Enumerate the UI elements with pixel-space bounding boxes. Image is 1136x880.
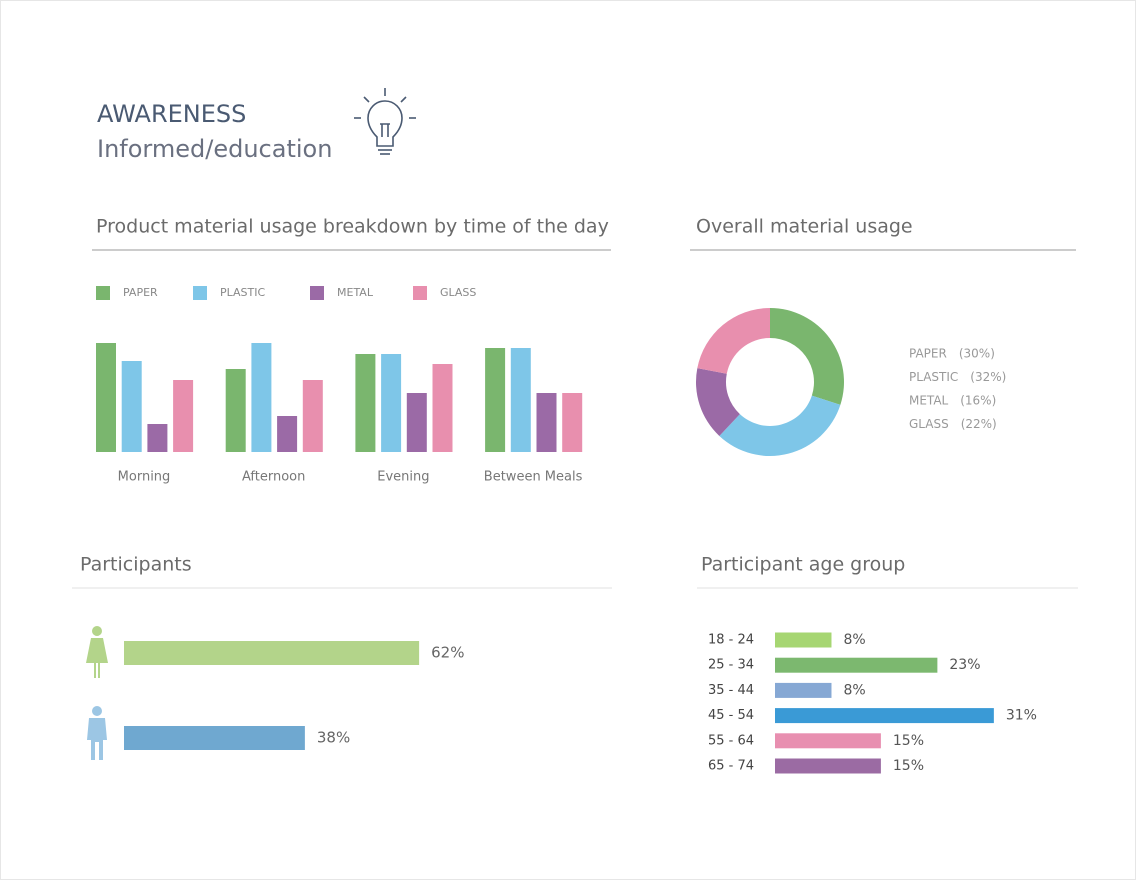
- section-title: Participants: [80, 554, 192, 576]
- bar: [173, 380, 194, 452]
- bar: [406, 393, 427, 452]
- bar: [147, 424, 168, 452]
- bar: [124, 726, 305, 750]
- x-tick-label: Morning: [118, 470, 171, 485]
- x-tick-label: Between Meals: [484, 470, 583, 485]
- legend-swatch: [413, 286, 427, 300]
- male-icon: [87, 706, 107, 760]
- y-tick-label: 25 - 34: [708, 658, 754, 673]
- bar: [536, 393, 557, 452]
- bar: [775, 657, 938, 673]
- female-icon: [86, 626, 108, 678]
- legend-label: GLASS: [440, 286, 476, 299]
- bar: [510, 348, 531, 452]
- data-label: 15%: [893, 733, 924, 749]
- legend-label: PAPER: [123, 286, 158, 299]
- legend-value: (22%): [961, 417, 997, 431]
- y-tick-label: 45 - 54: [708, 708, 754, 723]
- bar: [302, 380, 323, 452]
- bar: [775, 682, 832, 698]
- data-label: 62%: [431, 644, 464, 662]
- data-label: 8%: [843, 682, 865, 698]
- section-title: Overall material usage: [696, 216, 913, 238]
- bar: [277, 416, 298, 452]
- y-tick-label: 35 - 44: [708, 683, 754, 698]
- bar: [251, 343, 272, 452]
- legend-value: (16%): [960, 394, 996, 408]
- bar: [775, 632, 832, 648]
- bar: [96, 343, 116, 452]
- donut-slice: [697, 308, 770, 374]
- bar: [485, 348, 506, 452]
- x-tick-label: Evening: [377, 470, 429, 485]
- data-label: 38%: [317, 729, 350, 747]
- y-tick-label: 18 - 24: [708, 633, 754, 648]
- donut-slice: [695, 368, 740, 436]
- bar: [775, 708, 994, 724]
- data-label: 31%: [1006, 708, 1037, 724]
- y-tick-label: 55 - 64: [708, 733, 754, 748]
- header-title: AWARENESS: [97, 100, 246, 128]
- legend-swatch: [193, 286, 207, 300]
- bar: [562, 393, 583, 452]
- legend-label: PLASTIC: [220, 286, 265, 299]
- data-label: 15%: [893, 758, 924, 774]
- bar: [381, 354, 402, 452]
- legend-value: (30%): [959, 347, 995, 361]
- section-title: Product material usage breakdown by time…: [96, 216, 609, 238]
- legend-label: METAL: [909, 394, 949, 408]
- bar: [775, 733, 881, 749]
- donut-slice: [770, 308, 844, 405]
- bar: [121, 361, 142, 452]
- bar: [775, 758, 881, 774]
- y-tick-label: 65 - 74: [708, 759, 754, 774]
- legend-swatch: [310, 286, 324, 300]
- section-title: Participant age group: [701, 554, 905, 576]
- legend-label: PLASTIC: [909, 370, 958, 384]
- header-subtitle: Informed/education: [97, 135, 332, 163]
- legend-label: METAL: [337, 286, 374, 299]
- bar: [124, 641, 420, 665]
- x-tick-label: Afternoon: [242, 470, 305, 485]
- data-label: 8%: [843, 632, 865, 648]
- donut-slice: [719, 395, 841, 457]
- legend-swatch: [96, 286, 110, 300]
- bar: [355, 354, 376, 452]
- legend-label: PAPER: [909, 347, 947, 361]
- bar: [225, 369, 246, 452]
- bulb-icon: [354, 88, 416, 155]
- legend-value: (32%): [970, 370, 1006, 384]
- data-label: 23%: [949, 657, 980, 673]
- bar: [432, 364, 453, 452]
- legend-label: GLASS: [909, 417, 949, 431]
